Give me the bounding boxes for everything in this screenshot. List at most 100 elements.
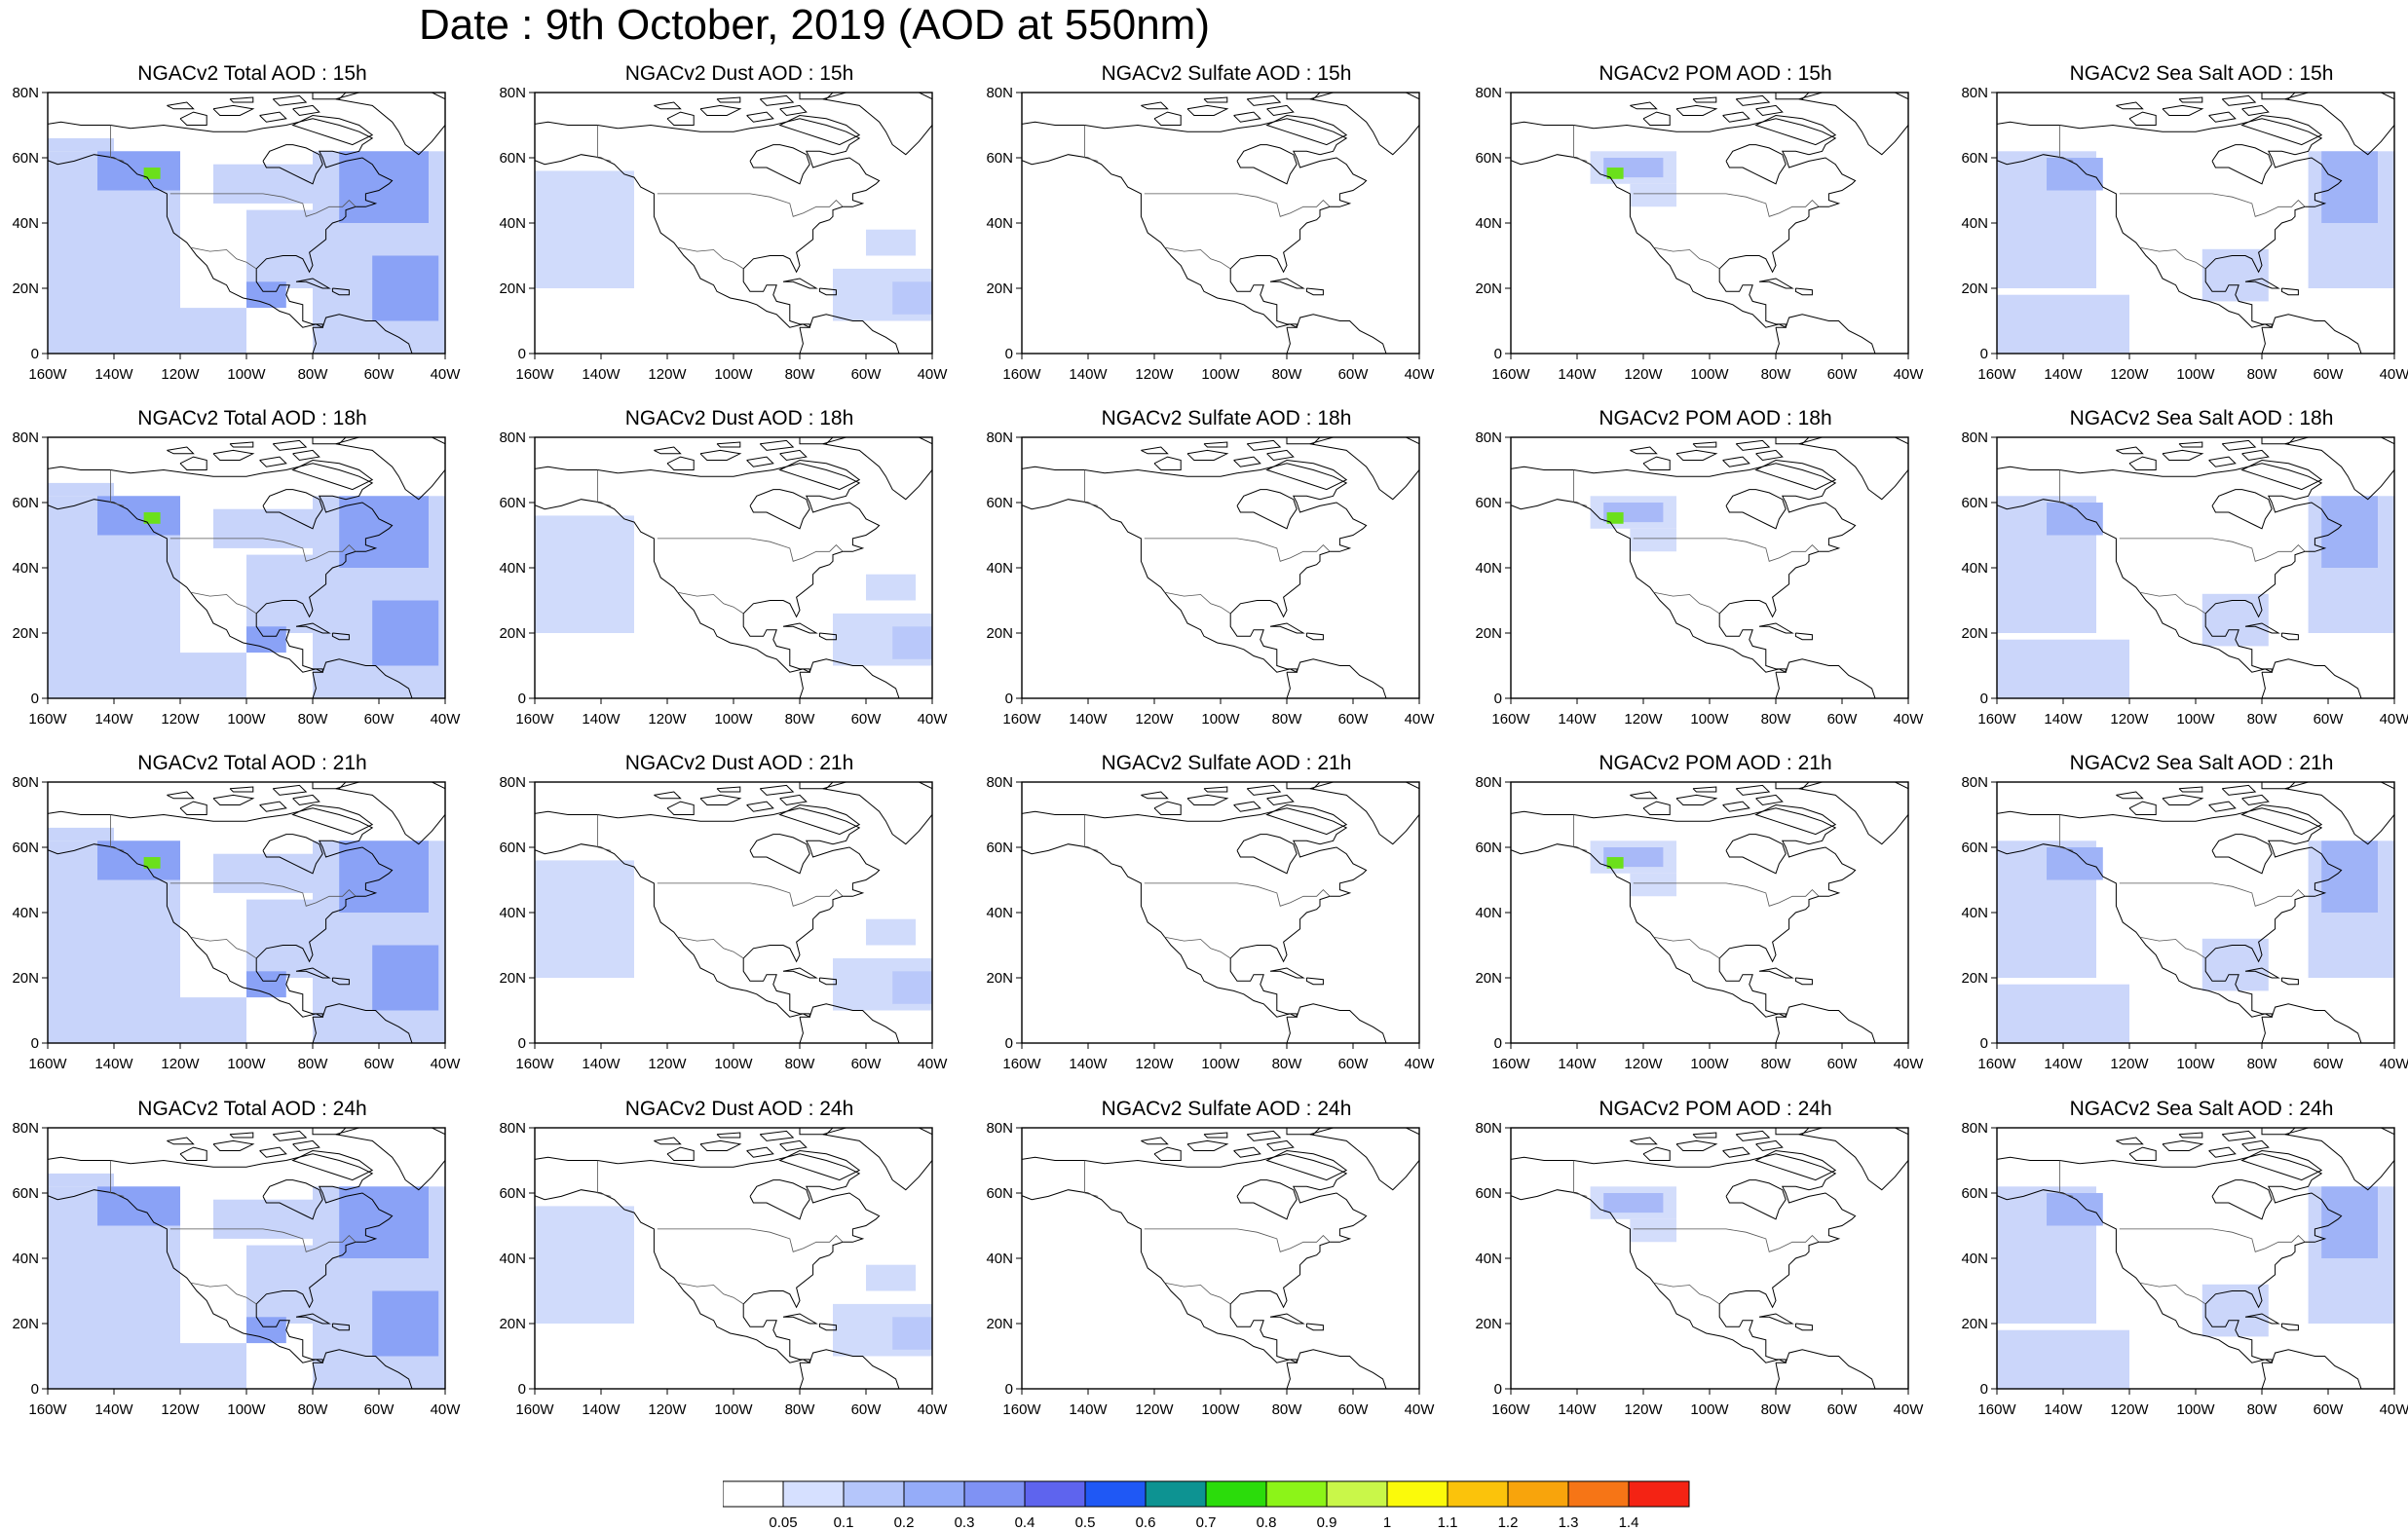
aod-shading	[246, 209, 313, 288]
coastline	[1642, 1146, 1671, 1161]
lon-tick-label: 100W	[714, 1401, 753, 1418]
lon-tick-label: 100W	[714, 1056, 753, 1072]
map-plot: 80N 60N 40N 20N 0 160W 140W 120W 100W 80W 60W 40W	[986, 1120, 1436, 1418]
coastline	[1511, 1153, 1857, 1363]
lon-tick-label: 60W	[851, 1401, 883, 1418]
panel-title: NGACv2 POM AOD : 21h	[1599, 752, 1832, 774]
smoke-plume	[143, 857, 161, 869]
coastline	[1775, 1017, 1780, 1043]
coastline	[654, 446, 682, 455]
coastline	[229, 1132, 254, 1139]
lon-tick-label: 100W	[1690, 1401, 1729, 1418]
aod-shading-strong	[372, 600, 439, 666]
coastline	[1754, 803, 1837, 836]
lat-tick-label: 80N	[12, 774, 39, 791]
lat-tick-label: 60N	[12, 150, 39, 167]
coastline	[335, 782, 445, 845]
lat-tick-label: 20N	[986, 970, 1013, 987]
colorbar-swatch	[1386, 1480, 1449, 1508]
smoke-plume	[143, 512, 161, 524]
country-border	[657, 193, 844, 217]
coastline	[292, 449, 320, 462]
coastline	[1286, 437, 1321, 445]
coastline	[1775, 1363, 1780, 1389]
lat-tick-label: 60N	[499, 495, 526, 511]
lat-tick-label: 20N	[986, 1316, 1013, 1332]
lon-tick-label: 40W	[1405, 711, 1436, 728]
coastline	[295, 1313, 331, 1325]
map-panel-pom-18h: NGACv2 POM AOD : 18h 80N 60N 40N 20N 0 160W 140…	[1464, 408, 1951, 749]
coastline	[778, 803, 861, 836]
map-plot: 80N 60N 40N 20N 0 160W 140W 120W 100W 80W 60W 40W	[986, 429, 1436, 728]
coastline	[1266, 104, 1295, 117]
coastline	[2244, 622, 2280, 634]
lon-tick-label: 60W	[1338, 1056, 1370, 1072]
country-border	[1653, 1282, 1720, 1305]
map-panel-sulfate-21h: NGACv2 Sulfate AOD : 21h 80N 60N 40N 20N 0 160…	[975, 753, 1462, 1094]
lon-tick-label: 100W	[1201, 366, 1240, 383]
map-panel-pom-21h: NGACv2 POM AOD : 21h 80N 60N 40N 20N 0 160W 140…	[1464, 753, 1951, 1094]
country-border	[657, 882, 844, 907]
coastline	[1265, 459, 1348, 491]
aod-shading	[48, 482, 114, 497]
coastline	[1233, 456, 1261, 467]
map-panel-dust-24h: NGACv2 Dust AOD : 24h 80N 60N 40N 20N 0 160W 14…	[488, 1099, 975, 1439]
colorbar-label: 1	[1383, 1514, 1391, 1529]
coastline	[799, 1017, 804, 1043]
map-plot: 80N 60N 40N 20N 0 160W 140W 120W 100W 80W 60W 40W	[499, 429, 949, 728]
coastline	[1269, 278, 1305, 289]
lat-tick-label: 40N	[499, 905, 526, 921]
coastline	[331, 632, 350, 641]
coastline	[2262, 1003, 2363, 1043]
lon-tick-label: 140W	[94, 366, 133, 383]
lon-tick-label: 40W	[431, 1401, 462, 1418]
lat-tick-label: 80N	[1475, 429, 1502, 446]
lon-tick-label: 40W	[1405, 1401, 1436, 1418]
lon-tick-label: 160W	[515, 711, 554, 728]
coastline	[1775, 672, 1780, 698]
coastline	[2261, 672, 2266, 698]
coastline	[778, 1149, 861, 1181]
coastline	[746, 1146, 774, 1158]
coastline	[2211, 1179, 2273, 1220]
lon-tick-label: 60W	[1827, 1056, 1859, 1072]
lat-tick-label: 60N	[1961, 1185, 1988, 1202]
lat-tick-label: 40N	[12, 215, 39, 232]
lat-tick-label: 80N	[499, 1120, 526, 1137]
country-border	[2119, 882, 2306, 907]
lat-tick-label: 80N	[1475, 1120, 1502, 1137]
coastline	[1722, 456, 1750, 467]
figure-title: Date : 9th October, 2019 (AOD at 550nm)	[419, 1, 1210, 49]
coastline	[759, 784, 795, 796]
coastline	[1153, 456, 1182, 470]
colorbar-label: 0.4	[1015, 1514, 1035, 1529]
coastline	[1798, 1128, 1908, 1191]
aod-shading	[535, 170, 634, 288]
lon-tick-label: 60W	[364, 1401, 395, 1418]
lon-tick-label: 60W	[851, 1056, 883, 1072]
coastline	[272, 1130, 308, 1141]
coastline	[313, 314, 414, 354]
lat-tick-label: 20N	[12, 970, 39, 987]
lon-tick-label: 60W	[1827, 366, 1859, 383]
coastline	[1997, 463, 2343, 673]
map-panel-pom-15h: NGACv2 POM AOD : 15h 80N 60N 40N 20N 0 160W 140…	[1464, 63, 1951, 404]
lat-tick-label: 80N	[1961, 774, 1988, 791]
aod-shading	[246, 899, 313, 978]
lat-tick-label: 40N	[1961, 1251, 1988, 1267]
lon-tick-label: 40W	[918, 711, 949, 728]
lon-tick-label: 120W	[1624, 1056, 1663, 1072]
country-border	[1573, 1160, 1588, 1197]
lat-tick-label: 60N	[1961, 495, 1988, 511]
lon-tick-label: 100W	[714, 366, 753, 383]
country-border	[597, 1160, 612, 1197]
lon-tick-label: 140W	[1069, 711, 1108, 728]
aod-shading-strong	[2047, 158, 2103, 191]
aod-shading-strong	[892, 626, 932, 659]
coastline	[749, 1179, 810, 1220]
lon-tick-label: 80W	[1272, 1056, 1303, 1072]
coastline	[312, 327, 317, 354]
coastline	[1309, 782, 1419, 845]
colorbar-label: 0.5	[1075, 1514, 1096, 1529]
coastline	[1233, 801, 1261, 812]
